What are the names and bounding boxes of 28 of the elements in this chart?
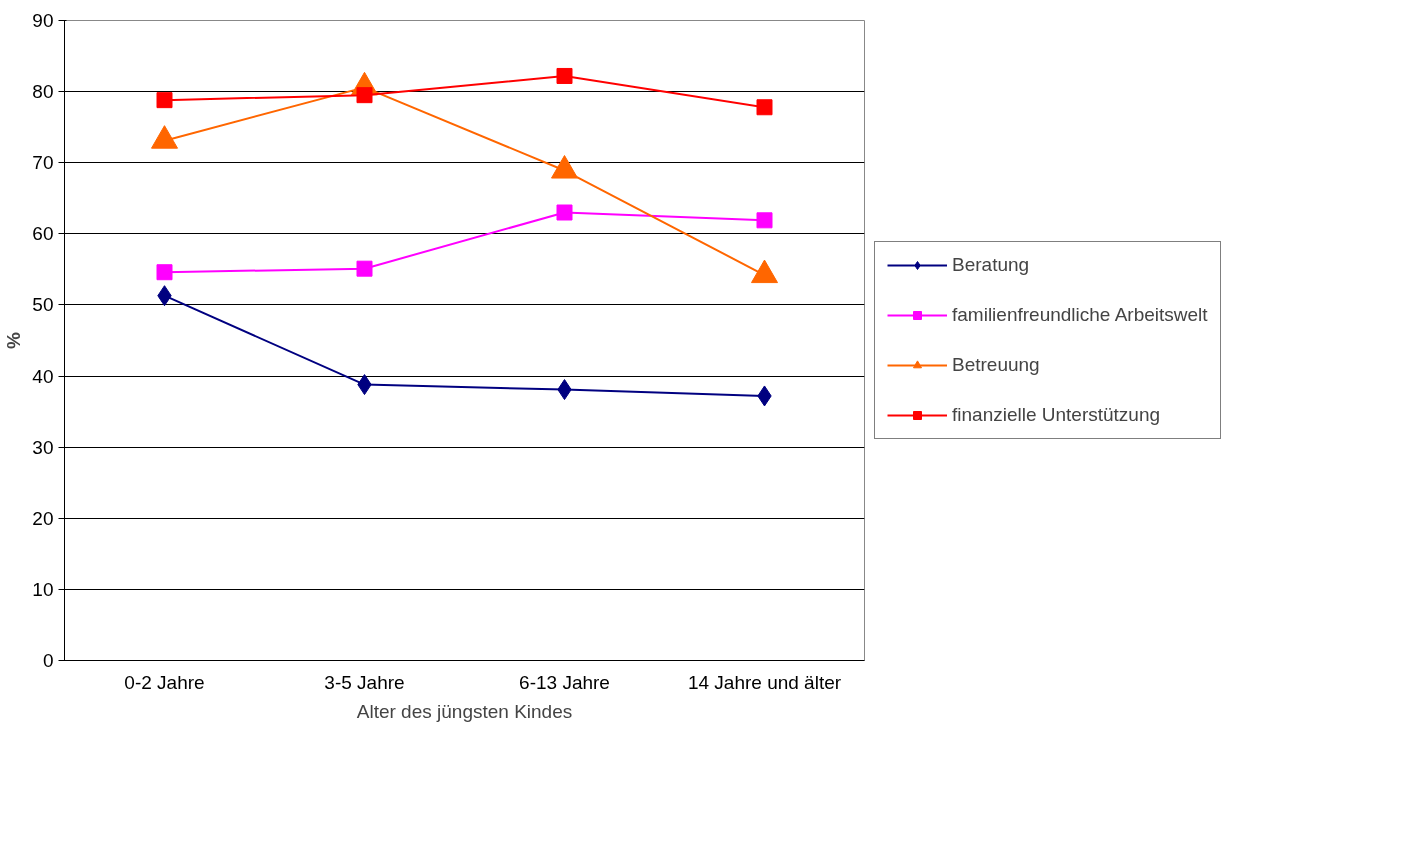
y-axis-title: %: [3, 331, 25, 349]
y-tick-label: 40: [32, 365, 54, 387]
y-tick-label: 0: [42, 650, 54, 671]
y-tick-label: 90: [32, 10, 54, 31]
point: [756, 212, 773, 229]
legend-label: Beratung: [952, 254, 1030, 276]
y-tick-label: 60: [32, 223, 54, 245]
x-tick-label: 3-5 Jahre: [324, 671, 405, 693]
point: [556, 67, 573, 84]
y-tick-label: 10: [32, 578, 54, 600]
point: [156, 264, 173, 281]
y-tick-label: 70: [32, 152, 54, 174]
x-tick-label: 14 Jahre und älter: [687, 671, 842, 693]
point: [556, 204, 573, 221]
y-tick-label: 80: [32, 81, 54, 103]
x-tick-label: 0-2 Jahre: [124, 671, 205, 693]
legend-label: familienfreundliche Arbeitswelt: [952, 304, 1208, 326]
x-tick-label: 6-13 Jahre: [519, 671, 610, 693]
x-axis-title: Alter des jüngsten Kindes: [356, 700, 573, 722]
point: [156, 92, 173, 109]
point: [356, 87, 373, 104]
legend-label: Betreuung: [952, 354, 1040, 376]
y-tick-label: 20: [32, 507, 54, 529]
y-tick-label: 50: [32, 294, 54, 316]
legend-label: finanzielle Unterstützung: [952, 404, 1161, 426]
point: [756, 99, 773, 116]
point: [356, 260, 373, 277]
y-tick-label: 30: [32, 436, 54, 458]
